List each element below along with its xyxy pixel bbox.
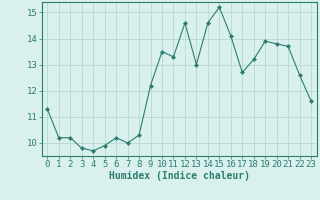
X-axis label: Humidex (Indice chaleur): Humidex (Indice chaleur) bbox=[109, 171, 250, 181]
